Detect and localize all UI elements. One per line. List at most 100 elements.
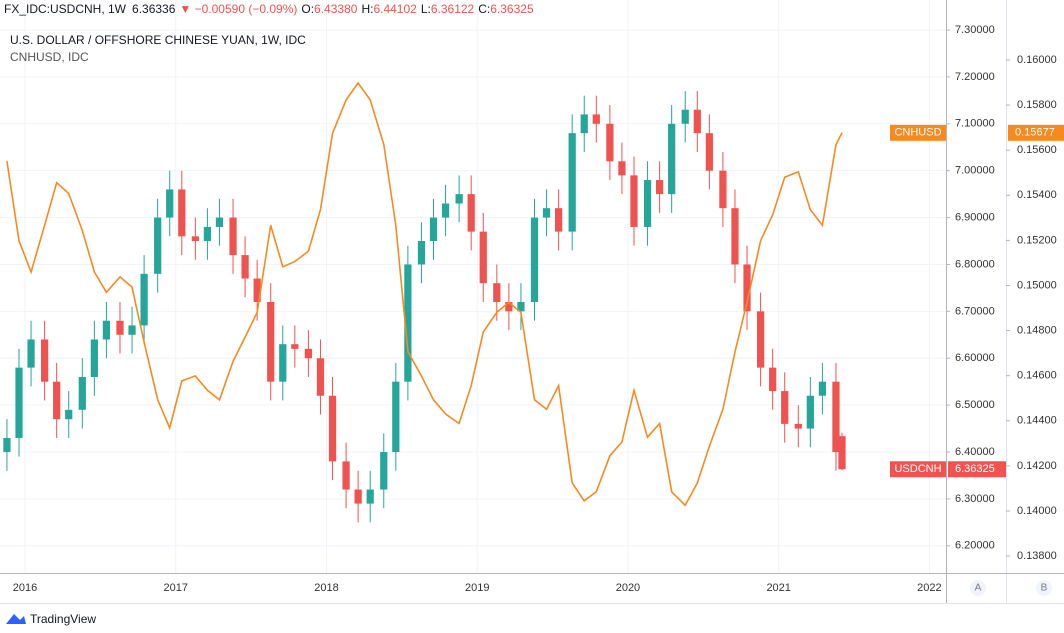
y-tick-label: 6.80000 xyxy=(955,258,995,270)
scale-button[interactable] xyxy=(970,580,986,596)
candle-body xyxy=(756,311,765,368)
candle-body xyxy=(154,217,162,274)
candle-body xyxy=(818,381,827,396)
price-tag xyxy=(1008,124,1064,141)
candle-body xyxy=(505,301,513,312)
y2-tick-label: 0.14200 xyxy=(1017,460,1057,472)
price-tag-value: 6.36325 xyxy=(955,463,995,475)
candle-body xyxy=(592,114,600,124)
header-ohlc-key: O: xyxy=(301,2,314,16)
candle-body xyxy=(630,175,638,227)
candle-body xyxy=(279,344,287,382)
y2-tick-label: 0.15400 xyxy=(1017,189,1057,201)
y-tick-label: 6.90000 xyxy=(955,211,995,223)
candle-body xyxy=(429,217,438,242)
candle-body xyxy=(178,189,186,237)
header-ohlc-key: H: xyxy=(361,2,373,16)
scale-button-label[interactable]: B xyxy=(1041,583,1048,594)
price-tag-name: CNHUSD xyxy=(894,127,941,139)
candle-body xyxy=(806,395,814,429)
y-tick-label: 6.60000 xyxy=(955,352,995,364)
candle-body xyxy=(102,320,111,340)
candle-body xyxy=(380,452,388,490)
grid xyxy=(0,0,946,573)
y2-tick-label: 0.15800 xyxy=(1017,99,1057,111)
candle-body xyxy=(116,320,124,335)
price-tag xyxy=(890,461,946,478)
y2-tick-label: 0.16000 xyxy=(1017,54,1057,66)
candle-body xyxy=(655,180,664,195)
candle-body xyxy=(606,123,614,162)
candle-body xyxy=(743,264,751,312)
y-tick-label: 6.20000 xyxy=(955,540,995,552)
x-tick-label: 2022 xyxy=(917,582,941,594)
y2-tick-label: 0.14800 xyxy=(1017,324,1057,336)
candle-body xyxy=(668,123,676,195)
candle-body xyxy=(166,189,174,218)
y2-tick-label: 0.15000 xyxy=(1017,279,1057,291)
header-price: 6.36336 xyxy=(132,2,176,16)
candle-body xyxy=(719,170,727,209)
header-ohlc-value: 6.44102 xyxy=(373,2,417,16)
y-tick-label: 6.30000 xyxy=(955,493,995,505)
header-change: ▼ −0.00590 (−0.09%) xyxy=(179,2,297,16)
chart-subtitle: CNHUSD, IDC xyxy=(10,50,89,64)
candle-body xyxy=(467,194,475,232)
candle-body xyxy=(643,180,652,227)
candle-body xyxy=(316,358,325,396)
y-tick-label: 6.50000 xyxy=(955,399,995,411)
scale-button[interactable] xyxy=(1036,580,1052,596)
header-ohlc-key: C: xyxy=(478,2,490,16)
candle-body xyxy=(366,489,374,504)
candle-body xyxy=(304,348,313,359)
candle-body xyxy=(65,409,73,420)
candle-body xyxy=(191,236,199,242)
y2-tick-label: 0.14000 xyxy=(1017,505,1057,517)
y2-tick-label: 0.14400 xyxy=(1017,415,1057,427)
candle-body xyxy=(392,381,400,453)
x-tick-label: 2018 xyxy=(314,582,338,594)
candle-body xyxy=(530,217,539,302)
candle-body xyxy=(328,395,337,462)
y2-tick-label: 0.15200 xyxy=(1017,234,1057,246)
candle-body xyxy=(580,114,588,134)
candle-body xyxy=(417,241,426,265)
y2-tick-label: 0.13800 xyxy=(1017,550,1057,562)
y-tick-label: 7.20000 xyxy=(955,71,995,83)
scale-button-label[interactable]: A xyxy=(975,583,982,594)
candle-body xyxy=(140,273,148,326)
candle-body xyxy=(215,217,224,227)
chart-title: U.S. DOLLAR / OFFSHORE CHINESE YUAN, 1W,… xyxy=(10,33,306,47)
candle-body xyxy=(618,161,626,176)
candle-body xyxy=(455,194,463,204)
y2-tick-label: 0.15600 xyxy=(1017,144,1057,156)
candle-body xyxy=(705,133,713,171)
y-tick-label: 7.10000 xyxy=(955,118,995,130)
candle-body xyxy=(342,461,350,490)
brand: TradingView xyxy=(30,612,96,626)
x-tick-label: 2016 xyxy=(13,582,37,594)
candle-body xyxy=(78,376,86,410)
candle-body xyxy=(15,367,23,438)
axes: 6.20000 6.30000 6.40000 6.50000 6.60000 6.700… xyxy=(13,24,1064,596)
header-ohlc-value: 6.36122 xyxy=(431,2,475,16)
candle-body xyxy=(404,264,412,382)
candle-body xyxy=(253,278,261,302)
candle-body xyxy=(769,367,777,392)
candle-body xyxy=(27,339,35,368)
y-tick-label: 6.40000 xyxy=(955,446,995,458)
header-ohlc-value: 6.43380 xyxy=(314,2,358,16)
y-tick-label: 6.70000 xyxy=(955,305,995,317)
candle-body xyxy=(267,301,275,382)
candle-body xyxy=(681,109,689,124)
candle-body xyxy=(53,381,61,420)
x-tick-label: 2019 xyxy=(465,582,489,594)
candle-body xyxy=(693,109,701,134)
price-tag xyxy=(890,124,946,141)
y-tick-label: 7.00000 xyxy=(955,165,995,177)
price-tag-value: 0.15677 xyxy=(1015,127,1055,139)
candle-body xyxy=(90,339,98,377)
header: FX_IDC:USDCNH, 1W 6.36336 ▼ −0.00590 (−0.0… xyxy=(4,2,534,16)
candle-body xyxy=(229,217,237,256)
